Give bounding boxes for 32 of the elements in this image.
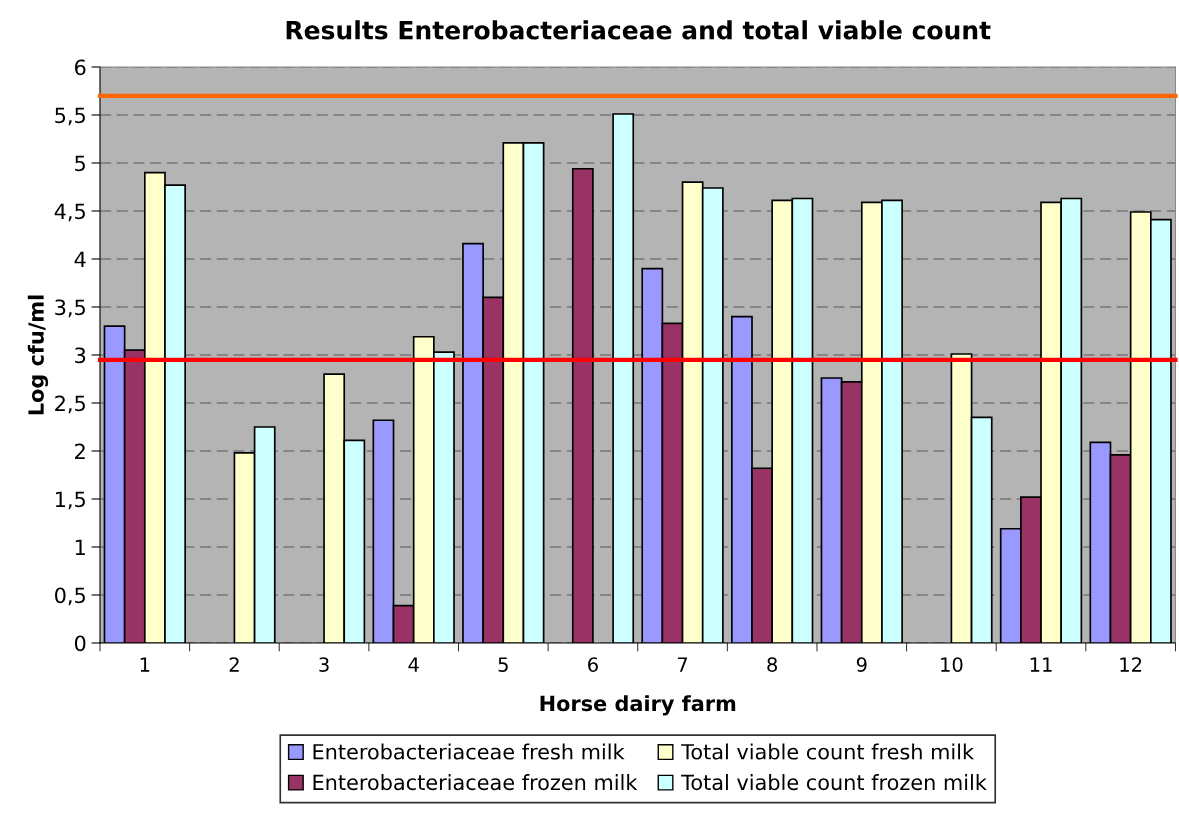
- y-tick-label: 3: [75, 347, 86, 364]
- x-axis-title: Horse dairy farm: [540, 695, 736, 716]
- y-tick-label: 4,5: [54, 203, 85, 222]
- x-tick-label: 8: [767, 657, 778, 672]
- x-tick-label: 6: [588, 657, 598, 672]
- x-tick-label: 9: [856, 657, 867, 672]
- x-tick-label: 7: [677, 657, 688, 672]
- y-tick-label: 2,5: [55, 395, 85, 414]
- legend-label: Enterobacteriaceae frozen milk: [313, 774, 638, 791]
- x-tick-label: 12: [1120, 657, 1142, 672]
- x-tick-label: 1: [140, 657, 150, 672]
- x-tick-label: 10: [941, 657, 963, 672]
- y-tick-label: 2: [75, 443, 85, 459]
- chart-title: Results Enterobacteriaceae and total viable count: [286, 20, 991, 40]
- y-tick-label: 6: [75, 59, 86, 76]
- x-tick-label: 2: [229, 657, 239, 672]
- legend-label: Total viable count fresh milk: [681, 743, 974, 760]
- legend-label: Enterobacteriaceae fresh milk: [313, 743, 625, 760]
- y-tick-label: 5: [75, 155, 85, 172]
- y-tick-label: 3,5: [55, 299, 85, 318]
- y-tick-label: 5,5: [55, 107, 85, 126]
- x-tick-label: 4: [408, 657, 419, 672]
- x-tick-label: 5: [498, 657, 508, 672]
- legend-label: Total viable count frozen milk: [681, 774, 987, 791]
- y-tick-label: 1: [75, 539, 85, 555]
- y-tick-label: 1,5: [55, 491, 85, 510]
- y-tick-label: 0,5: [55, 587, 85, 606]
- y-axis-title: Log cfu/ml: [27, 295, 49, 415]
- x-tick-label: 3: [319, 657, 329, 672]
- x-tick-label: 11: [1030, 657, 1052, 672]
- y-tick-label: 0: [74, 635, 86, 652]
- y-tick-label: 4: [74, 251, 86, 267]
